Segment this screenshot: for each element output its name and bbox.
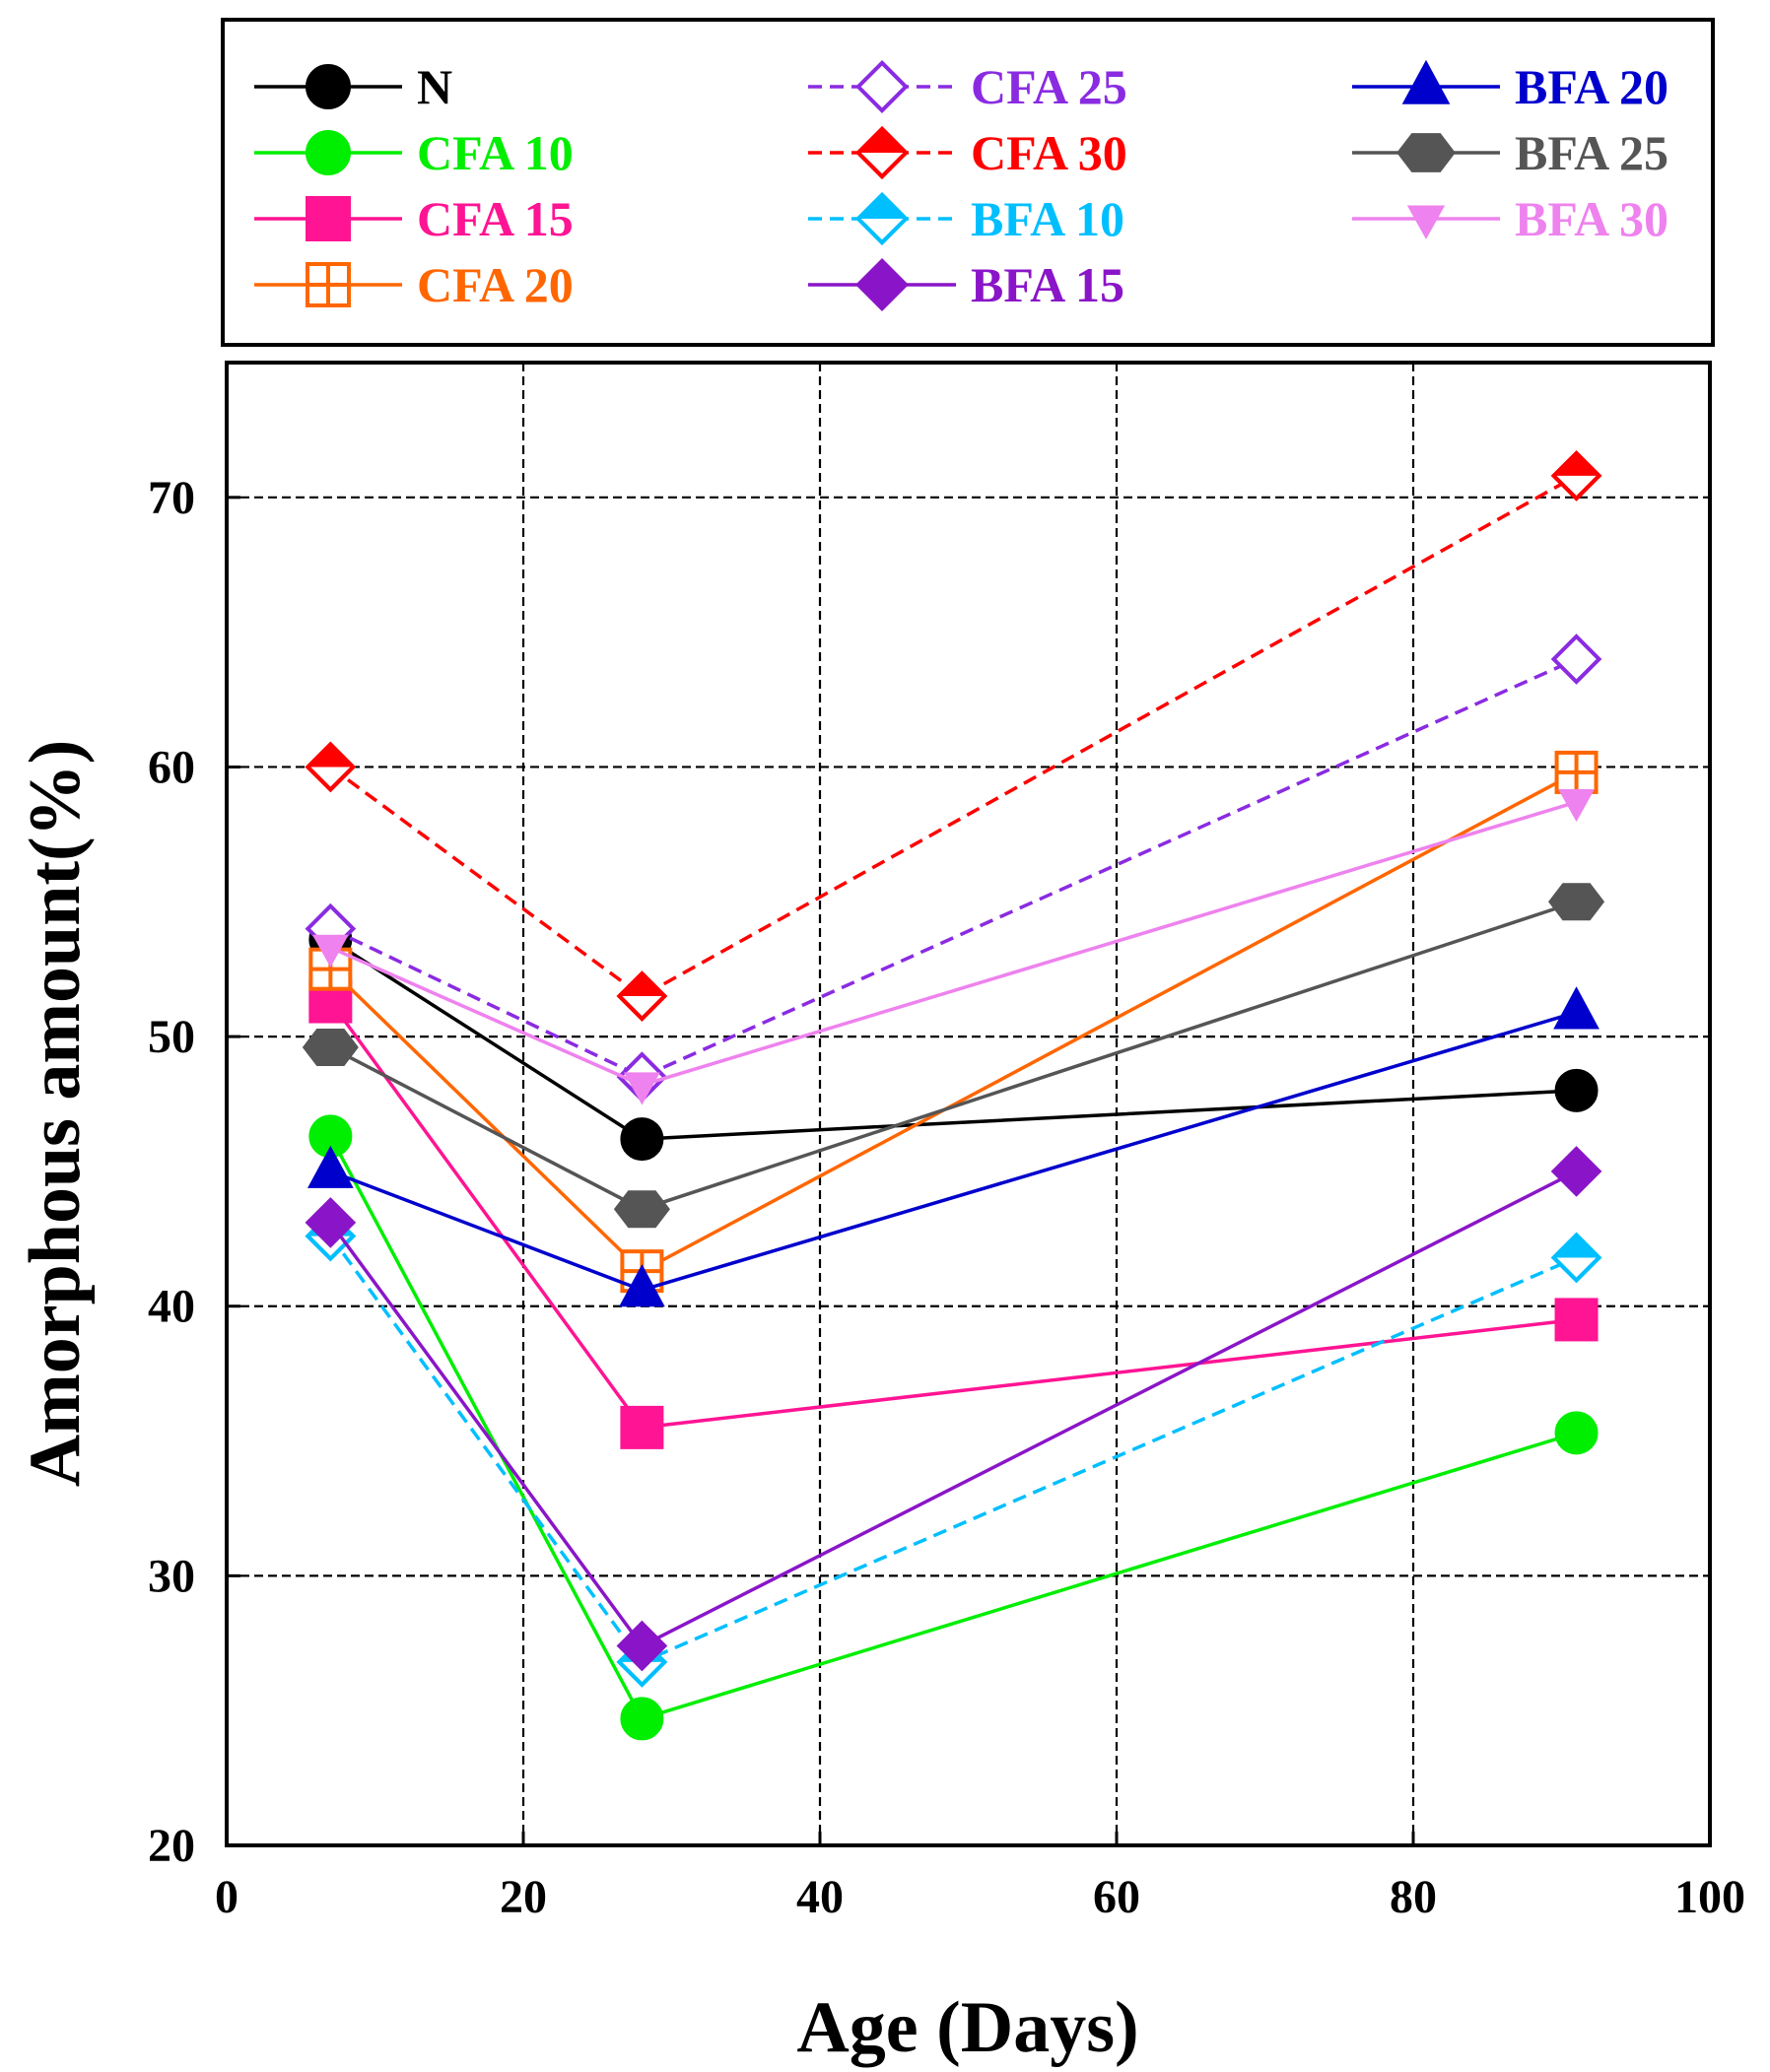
legend-marker bbox=[1401, 59, 1451, 104]
y-tick-label: 20 bbox=[148, 1820, 195, 1872]
legend-entry-cfa-15: CFA 15 bbox=[254, 191, 574, 246]
data-point bbox=[1553, 986, 1600, 1030]
legend-marker bbox=[855, 60, 909, 113]
legend-marker bbox=[306, 196, 351, 241]
series-layer bbox=[302, 450, 1605, 1741]
data-point bbox=[624, 1072, 660, 1105]
data-point bbox=[616, 1620, 668, 1672]
data-point bbox=[620, 1117, 664, 1162]
data-point bbox=[619, 1264, 665, 1307]
legend-label: N bbox=[417, 59, 452, 114]
plot-frame bbox=[225, 361, 1712, 1847]
data-point bbox=[1550, 1232, 1602, 1284]
legend-marker bbox=[855, 258, 909, 311]
data-point bbox=[1554, 1411, 1599, 1455]
data-point bbox=[306, 1145, 354, 1188]
legend-entry-cfa-20: CFA 20 bbox=[254, 257, 574, 312]
data-point bbox=[1554, 1068, 1599, 1112]
legend-entry-bfa-15: BFA 15 bbox=[808, 257, 1124, 312]
data-point bbox=[1550, 450, 1602, 501]
data-point bbox=[305, 741, 357, 793]
data-point bbox=[302, 1029, 359, 1067]
x-tick-label: 40 bbox=[796, 1871, 844, 1923]
y-tick-label: 50 bbox=[148, 1011, 195, 1063]
legend-label: BFA 25 bbox=[1515, 125, 1668, 180]
x-axis-label: Age (Days) bbox=[796, 1987, 1138, 2068]
x-tick-label: 0 bbox=[215, 1871, 238, 1923]
legend-entry-cfa-30: CFA 30 bbox=[808, 125, 1127, 180]
legend-entry-bfa-30: BFA 30 bbox=[1352, 191, 1668, 246]
data-point bbox=[1550, 1146, 1602, 1197]
x-tick-label: 20 bbox=[500, 1871, 547, 1923]
legend-entry-bfa-10: BFA 10 bbox=[808, 191, 1124, 246]
series-bfa-15 bbox=[305, 1146, 1602, 1672]
legend-marker bbox=[306, 64, 351, 109]
legend-label: CFA 15 bbox=[417, 191, 574, 246]
legend-label: CFA 20 bbox=[417, 257, 574, 312]
legend-box bbox=[221, 18, 1715, 347]
x-tick-label: 60 bbox=[1093, 1871, 1140, 1923]
data-point bbox=[616, 970, 668, 1022]
data-point bbox=[620, 1405, 664, 1449]
legend-label: BFA 20 bbox=[1515, 59, 1668, 114]
tick-labels: 0 20 40 60 80 100 20 30 40 50 60 70 bbox=[148, 472, 1745, 1923]
series-cfa-15 bbox=[308, 979, 1599, 1449]
legend-marker bbox=[306, 262, 351, 307]
legend-entry-cfa-25: CFA 25 bbox=[808, 59, 1127, 114]
x-tick-label: 100 bbox=[1674, 1871, 1745, 1923]
y-axis-label: Amorphous amount(%) bbox=[15, 740, 96, 1488]
data-point bbox=[613, 1190, 670, 1229]
legend: N CFA 10 CFA 15 CFA 20 CFA 25 CFA 30 BFA 10 BFA… bbox=[221, 18, 1715, 347]
series-line-cfa-25 bbox=[329, 657, 1578, 1080]
data-point bbox=[1554, 750, 1599, 794]
legend-entry-bfa-25: BFA 25 bbox=[1352, 125, 1668, 180]
series-bfa-25 bbox=[302, 883, 1605, 1229]
legend-label: BFA 15 bbox=[971, 257, 1124, 312]
data-point bbox=[620, 1697, 664, 1741]
y-tick-label: 60 bbox=[148, 741, 195, 793]
data-point bbox=[1554, 1298, 1599, 1342]
legend-marker bbox=[855, 192, 909, 245]
legend-label: CFA 30 bbox=[971, 125, 1127, 180]
series-cfa-30 bbox=[305, 450, 1602, 1022]
legend-marker bbox=[855, 126, 909, 179]
legend-label: BFA 30 bbox=[1515, 191, 1668, 246]
data-point bbox=[1548, 883, 1605, 921]
data-point bbox=[1550, 634, 1602, 685]
legend-label: CFA 10 bbox=[417, 125, 574, 180]
legend-label: BFA 10 bbox=[971, 191, 1124, 246]
legend-marker bbox=[1396, 133, 1456, 172]
legend-marker bbox=[306, 130, 351, 175]
x-tick-label: 80 bbox=[1390, 1871, 1437, 1923]
legend-entry-n: N bbox=[254, 59, 452, 114]
series-cfa-10 bbox=[308, 1114, 1599, 1741]
y-tick-label: 70 bbox=[148, 472, 195, 524]
data-point bbox=[1558, 789, 1595, 823]
data-point bbox=[305, 1197, 357, 1248]
legend-label: CFA 25 bbox=[971, 59, 1127, 114]
legend-entry-cfa-10: CFA 10 bbox=[254, 125, 574, 180]
series-bfa-30 bbox=[311, 789, 1595, 1105]
y-tick-label: 40 bbox=[148, 1281, 195, 1333]
y-tick-label: 30 bbox=[148, 1550, 195, 1602]
data-point bbox=[311, 934, 349, 968]
series-bfa-20 bbox=[306, 986, 1600, 1307]
legend-marker bbox=[1406, 205, 1446, 239]
legend-entry-bfa-20: BFA 20 bbox=[1352, 59, 1668, 114]
